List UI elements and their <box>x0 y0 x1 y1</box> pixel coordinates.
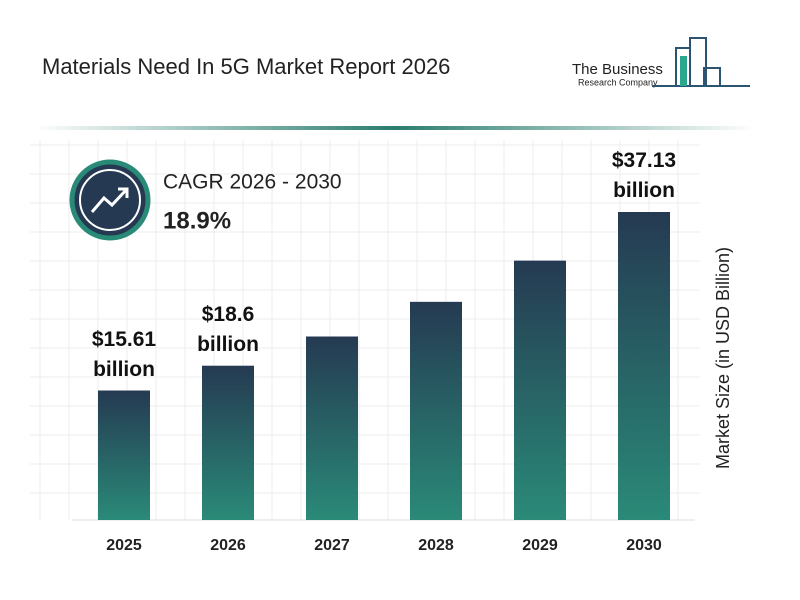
chart-title: Materials Need In 5G Market Report 2026 <box>42 54 450 79</box>
bar <box>514 260 566 520</box>
logo-text: Research Company <box>578 77 658 87</box>
x-tick-label: 2025 <box>106 537 142 554</box>
value-label: $15.61 billion <box>91 327 157 381</box>
value-label: $18.6 billion <box>197 302 259 356</box>
separator <box>35 126 755 130</box>
bar <box>98 390 150 520</box>
x-tick-label: 2028 <box>418 537 454 554</box>
y-axis-label: Market Size (in USD Billion) <box>713 247 733 469</box>
bar <box>618 212 670 520</box>
logo: The Business Research Company <box>572 37 750 87</box>
logo-icon <box>680 56 687 86</box>
bar <box>306 336 358 520</box>
bar <box>410 301 462 520</box>
logo-icon <box>652 37 750 87</box>
x-tick-label: 2027 <box>314 537 350 554</box>
cagr-label: CAGR 2026 - 2030 <box>163 171 342 194</box>
cagr-value: 18.9% <box>163 207 231 234</box>
cagr-icon <box>69 159 151 241</box>
logo-text: The Business <box>572 61 663 78</box>
x-tick-label: 2026 <box>210 537 246 554</box>
x-tick-label: 2030 <box>626 537 662 554</box>
bar <box>202 365 254 520</box>
x-tick-label: 2029 <box>522 537 558 554</box>
value-label: $37.13 billion <box>611 149 677 202</box>
